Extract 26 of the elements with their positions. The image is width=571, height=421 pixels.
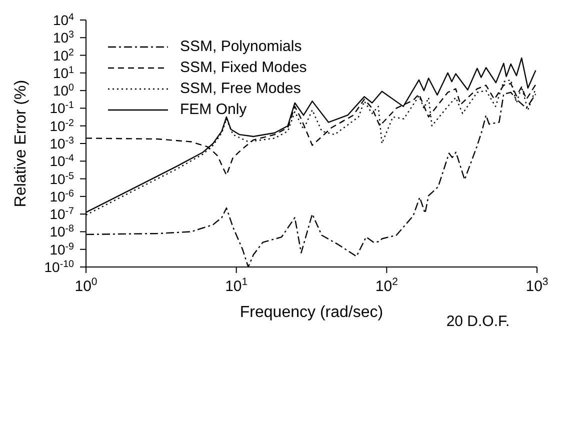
y-tick-label: 10$^{-10}$ xyxy=(44,258,75,275)
y-tick-label: 10$^{0}$ xyxy=(52,82,75,99)
legend-label: SSM, Fixed Modes xyxy=(180,58,307,78)
x-tick-label: 10$^{1}$ xyxy=(225,276,248,295)
y-axis-title: Relative Error (%) xyxy=(12,80,30,208)
legend-label: SSM, Polynomials xyxy=(180,37,302,57)
y-tick-label: 10$^{-1}$ xyxy=(50,100,74,116)
y-tick-label: 10$^{3}$ xyxy=(52,29,75,46)
y-tick-label: 10$^{1}$ xyxy=(52,64,74,81)
legend-label: SSM, Free Modes xyxy=(180,79,301,99)
y-tick-label: 10$^{-7}$ xyxy=(50,206,74,222)
y-tick-label: 10$^{-6}$ xyxy=(50,188,75,204)
x-axis-title: Frequency (rad/sec) xyxy=(240,304,384,321)
y-tick-label: 10$^{-2}$ xyxy=(50,117,74,134)
y-tick-label: 10$^{-4}$ xyxy=(50,152,75,170)
y-tick-label: 10$^{-3}$ xyxy=(50,135,75,152)
y-tick-label: 10$^{-8}$ xyxy=(50,223,75,240)
y-tick-label: 10$^{-5}$ xyxy=(50,170,75,187)
legend-label: FEM Only xyxy=(180,100,247,120)
y-tick-label: 10$^{2}$ xyxy=(52,46,74,64)
y-tick-label: 10$^{4}$ xyxy=(52,12,75,28)
text: 20 D.O.F. xyxy=(446,313,510,330)
x-tick-label: 10$^{3}$ xyxy=(526,276,548,295)
x-tick-label: 10$^{2}$ xyxy=(375,276,398,295)
y-tick-label: 10$^{-9}$ xyxy=(50,240,74,258)
x-tick-label: 10$^{0}$ xyxy=(74,276,98,295)
